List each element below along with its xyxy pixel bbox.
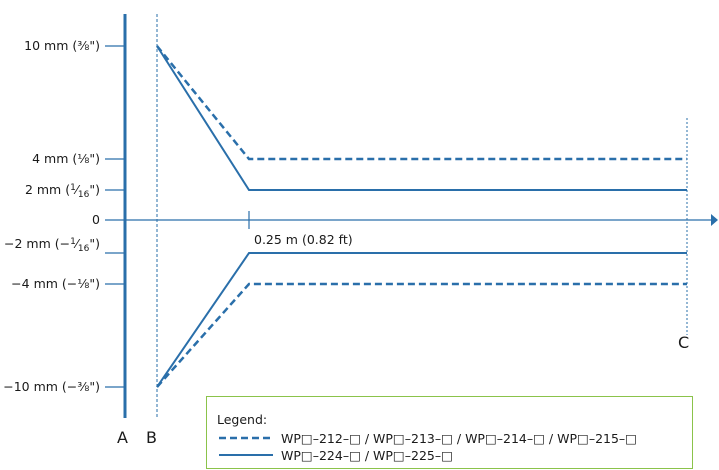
y-label-2mm: 2 mm (1⁄16") [25, 182, 100, 200]
y-label-10mm: 10 mm (⅜") [24, 38, 100, 53]
y-label-minus-10mm: −10 mm (−⅜") [3, 379, 100, 394]
legend-solid-label: WP□–224–□ / WP□–225–□ [281, 448, 453, 463]
marker-b: B [146, 428, 157, 447]
upper-dashed-tolerance [156, 45, 687, 161]
marker-c: C [678, 333, 689, 352]
marker-a: A [117, 428, 128, 447]
legend-title: Legend: [217, 412, 267, 427]
distance-label: 0.25 m (0.82 ft) [254, 232, 353, 247]
y-label-minus-2mm: −2 mm (−1⁄16") [4, 236, 100, 254]
y-label-minus-4mm: −4 mm (−⅛") [11, 276, 100, 291]
zero-axis-arrow [711, 214, 718, 226]
legend-box [206, 396, 693, 469]
lower-solid-tolerance [156, 252, 687, 388]
y-label-zero: 0 [92, 212, 100, 227]
upper-solid-tolerance [156, 45, 687, 191]
lower-dashed-tolerance [156, 282, 687, 388]
legend-dashed-label: WP□–212–□ / WP□–213–□ / WP□–214–□ / WP□–… [281, 431, 637, 446]
y-label-4mm: 4 mm (⅛") [32, 151, 100, 166]
